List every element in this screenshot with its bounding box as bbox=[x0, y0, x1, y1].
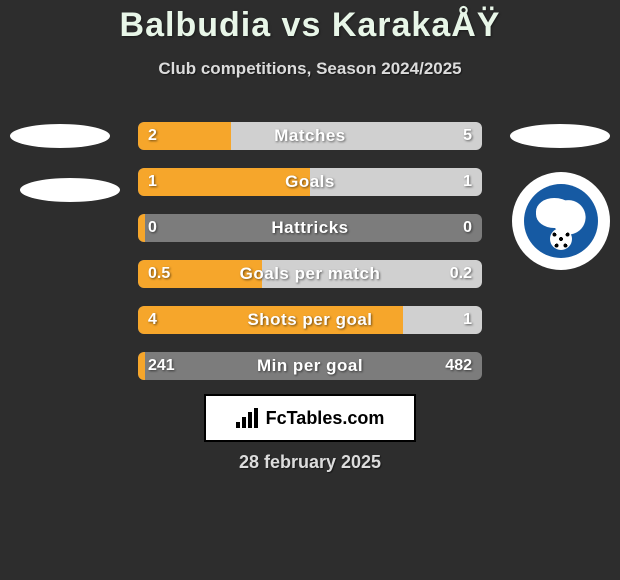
team-right-crest bbox=[512, 172, 610, 270]
bar-label: Goals per match bbox=[138, 260, 482, 288]
bar-label: Matches bbox=[138, 122, 482, 150]
bar-label: Shots per goal bbox=[138, 306, 482, 334]
page-title: Balbudia vs KarakaÅŸ bbox=[0, 0, 620, 45]
bar-value-left: 241 bbox=[148, 352, 175, 380]
brand-box: FcTables.com bbox=[204, 394, 416, 442]
team-left-logo-shape-1 bbox=[10, 124, 110, 148]
bar-value-right: 5 bbox=[463, 122, 472, 150]
bar-label: Min per goal bbox=[138, 352, 482, 380]
bar-value-left: 4 bbox=[148, 306, 157, 334]
bar-value-right: 482 bbox=[445, 352, 472, 380]
bar-value-right: 1 bbox=[463, 168, 472, 196]
eagle-icon bbox=[536, 198, 576, 228]
stat-bars: Matches25Goals11Hattricks00Goals per mat… bbox=[138, 122, 482, 398]
team-right-logo-shape-1 bbox=[510, 124, 610, 148]
bar-label: Goals bbox=[138, 168, 482, 196]
bar-value-right: 1 bbox=[463, 306, 472, 334]
bar-value-right: 0.2 bbox=[450, 260, 472, 288]
subtitle: Club competitions, Season 2024/2025 bbox=[0, 59, 620, 79]
stat-bar: Hattricks0 0 bbox=[138, 214, 482, 242]
bar-value-left: 0.5 bbox=[148, 260, 170, 288]
team-left-logo-shape-2 bbox=[20, 178, 120, 202]
bar-label: Hattricks bbox=[138, 214, 482, 242]
stat-bar: Goals1 1 bbox=[138, 168, 482, 196]
brand-label: FcTables.com bbox=[266, 408, 385, 429]
date-label: 28 february 2025 bbox=[0, 452, 620, 473]
bar-value-left: 0 bbox=[148, 214, 157, 242]
bars-icon bbox=[236, 408, 260, 428]
crest-inner bbox=[524, 184, 598, 258]
ball-icon bbox=[550, 228, 572, 250]
bar-value-left: 1 bbox=[148, 168, 157, 196]
stat-bar: Min per goal241 482 bbox=[138, 352, 482, 380]
stat-bar: Shots per goal4 1 bbox=[138, 306, 482, 334]
bar-value-right: 0 bbox=[463, 214, 472, 242]
bar-value-left: 2 bbox=[148, 122, 157, 150]
stat-bar: Matches2 5 bbox=[138, 122, 482, 150]
stat-bar: Goals per match0.5 0.2 bbox=[138, 260, 482, 288]
